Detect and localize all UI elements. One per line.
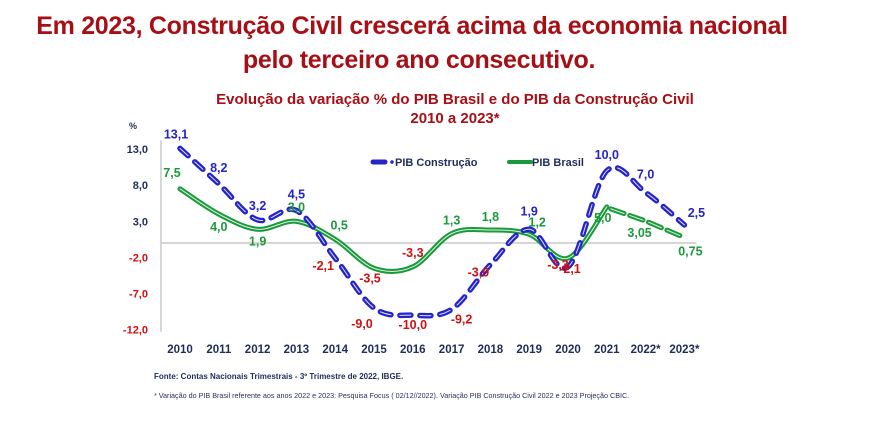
footnote: * Variação do PIB Brasil referente aos a… <box>154 391 630 400</box>
x-tick-label: 2010 <box>167 344 193 356</box>
data-label-pib-construcao: -3,0 <box>468 266 490 280</box>
x-tick-label: 2018 <box>478 344 504 356</box>
y-tick-label: -12,0 <box>123 325 148 337</box>
x-tick-label: 2019 <box>516 344 542 356</box>
x-tick-label: 2011 <box>206 344 232 356</box>
axes: % 13,0 8,0 3,0 -2,0 -7,0 -12,0 2010 2011 2012 2013… <box>123 121 700 356</box>
data-label-pib-construcao: -9,0 <box>351 317 373 331</box>
x-tick-label: 2015 <box>361 344 387 356</box>
data-label-pib-brasil: 5,0 <box>594 211 611 225</box>
data-label-pib-brasil: 3,0 <box>288 200 305 214</box>
x-tick-label: 2013 <box>284 344 310 356</box>
data-label-pib-construcao: 2,5 <box>688 206 705 220</box>
x-tick-label: 2014 <box>322 344 348 356</box>
x-tick-label: 2017 <box>439 344 465 356</box>
data-label-pib-construcao: -2,1 <box>312 259 334 273</box>
data-label-pib-construcao: -10,0 <box>399 318 428 332</box>
data-label-pib-brasil: 1,3 <box>443 214 460 228</box>
series-pib-brasil-line <box>177 186 610 274</box>
legend-label-pib-brasil: PIB Brasil <box>532 157 584 169</box>
data-label-pib-construcao: 10,0 <box>595 148 619 162</box>
data-label-pib-construcao: 1,9 <box>521 204 538 218</box>
headline-line-1: Em 2023, Construção Civil crescerá acima… <box>36 12 788 40</box>
x-tick-label: 2023* <box>669 344 700 356</box>
y-tick-label: -7,0 <box>129 289 148 301</box>
source-note: Fonte: Contas Nacionais Trimestrais - 3º… <box>154 372 404 381</box>
series-pib-brasil-line-highlight <box>179 188 608 272</box>
data-labels: 7,5 4,0 1,9 3,0 0,5 -3,5 -3,3 1,3 1,8 1,2 -2,1 5,0 3… <box>163 127 705 332</box>
y-tick-label: 13,0 <box>127 144 148 156</box>
x-tick-label: 2016 <box>400 344 426 356</box>
data-label-pib-construcao: 13,1 <box>164 127 188 141</box>
data-label-pib-construcao: 4,5 <box>288 188 305 202</box>
chart-title: Evolução da variação % do PIB Brasil e d… <box>216 91 694 108</box>
series-pib-construcao-line <box>177 145 688 319</box>
chart-subtitle: 2010 a 2023* <box>410 110 500 127</box>
data-label-pib-construcao: -9,2 <box>451 312 473 326</box>
data-label-pib-construcao: 3,2 <box>249 199 266 213</box>
y-tick-label: 3,0 <box>133 216 148 228</box>
data-label-pib-brasil: 1,8 <box>482 210 499 224</box>
series-pib-construcao-line-highlight <box>179 147 685 317</box>
data-label-pib-brasil: -3,3 <box>402 246 424 260</box>
data-label-pib-brasil: 1,2 <box>529 215 546 229</box>
data-label-pib-brasil: 3,05 <box>627 226 651 240</box>
data-label-pib-construcao: -3,3 <box>547 258 569 272</box>
legend: PIB Construção PIB Brasil <box>370 157 584 169</box>
series-pib-brasil-projection-highlight <box>610 208 685 239</box>
x-tick-label: 2012 <box>245 344 271 356</box>
data-label-pib-construcao: 8,2 <box>210 161 227 175</box>
series <box>177 145 688 319</box>
x-tick-label: 2021 <box>594 344 620 356</box>
legend-label-pib-construcao: PIB Construção <box>395 157 478 169</box>
data-label-pib-construcao: 7,0 <box>637 167 654 181</box>
x-tick-label: 2020 <box>555 344 581 356</box>
legend-marker-pib-construcao <box>390 160 394 164</box>
data-label-pib-brasil: 7,5 <box>163 166 180 180</box>
y-tick-label: 8,0 <box>133 180 148 192</box>
y-axis-unit: % <box>129 121 137 131</box>
x-tick-label: 2022* <box>631 344 662 356</box>
y-tick-label: -2,0 <box>129 252 148 264</box>
data-label-pib-brasil: -3,5 <box>359 271 381 285</box>
data-label-pib-brasil: 4,0 <box>210 220 227 234</box>
data-label-pib-brasil: 0,5 <box>331 218 348 232</box>
data-label-pib-brasil: -2,1 <box>559 262 581 276</box>
headline-line-2: pelo terceiro ano consecutivo. <box>242 46 596 74</box>
data-label-pib-brasil: 1,9 <box>249 234 266 248</box>
data-label-pib-brasil: 0,75 <box>678 245 702 259</box>
